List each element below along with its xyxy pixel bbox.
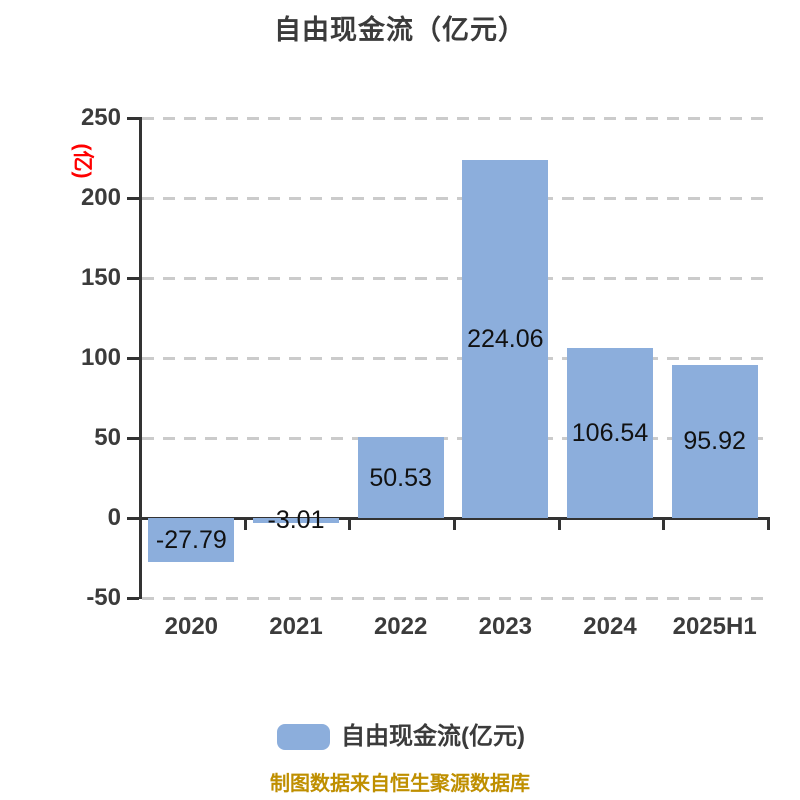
x-axis-category-label-2021: 2021 (269, 613, 323, 640)
bar-2023 (462, 159, 549, 518)
legend: 自由现金流(亿元) (0, 722, 800, 754)
y-axis-line (139, 117, 142, 599)
bar-value-label-2025H1: 95.92 (683, 427, 746, 456)
bar-2021 (253, 518, 339, 523)
y-axis-tick-250 (127, 117, 139, 120)
y-axis-tick-200 (127, 197, 139, 200)
gridline-150 (142, 277, 767, 280)
x-axis-tick-3 (453, 519, 456, 530)
x-axis-tick-6 (767, 519, 770, 530)
bar-value-label-2020: -27.79 (155, 526, 227, 555)
y-axis-tick-50 (127, 437, 139, 440)
gridline-250 (142, 117, 767, 120)
x-axis-category-label-2024: 2024 (583, 613, 637, 640)
gridline--50 (142, 597, 767, 600)
y-axis-tick-label-150: 150 (80, 264, 121, 291)
chart-title: 自由现金流（亿元） (274, 15, 526, 45)
x-axis-tick-0 (139, 519, 142, 530)
x-axis-tick-4 (557, 519, 561, 530)
bar-value-label-2021: -3.01 (267, 506, 325, 535)
y-axis-tick-label-250: 250 (80, 104, 121, 131)
y-axis-tick-label-100: 100 (80, 344, 121, 371)
gridline-200 (142, 197, 767, 200)
data-source-note: 制图数据来自恒生聚源数据库 (270, 773, 530, 795)
x-axis-category-label-2020: 2020 (164, 613, 219, 640)
y-axis-tick-label--50: -50 (86, 584, 121, 611)
bar-value-label-2024: 106.54 (571, 418, 649, 447)
y-axis-tick-100 (127, 357, 139, 360)
y-axis-tick-label-0: 0 (107, 504, 121, 531)
bar-value-label-2023: 224.06 (467, 324, 544, 353)
x-axis-category-label-2023: 2023 (478, 613, 533, 640)
x-axis-line (139, 516, 770, 520)
x-axis-tick-1 (243, 519, 247, 530)
y-axis-tick--50 (127, 597, 139, 600)
bar-2025H1 (671, 364, 758, 518)
y-axis-tick-label-200: 200 (80, 184, 121, 211)
legend-swatch-icon (277, 724, 330, 750)
bar-value-label-2022: 50.53 (369, 463, 432, 492)
y-axis-tick-150 (127, 277, 139, 280)
gridline-100 (142, 357, 767, 360)
x-axis-category-label-2025H1: 2025H1 (672, 613, 757, 640)
x-axis-tick-2 (348, 519, 352, 530)
bar-2024 (567, 347, 653, 518)
y-axis-tick-0 (127, 517, 139, 520)
legend-label: 自由现金流(亿元) (341, 723, 525, 750)
x-axis-category-label-2022: 2022 (373, 613, 428, 640)
y-axis-tick-label-50: 50 (94, 424, 121, 451)
bar-2022 (357, 437, 444, 518)
x-axis-tick-5 (662, 519, 666, 530)
bar-2020 (148, 518, 235, 563)
gridline-50 (142, 437, 767, 440)
